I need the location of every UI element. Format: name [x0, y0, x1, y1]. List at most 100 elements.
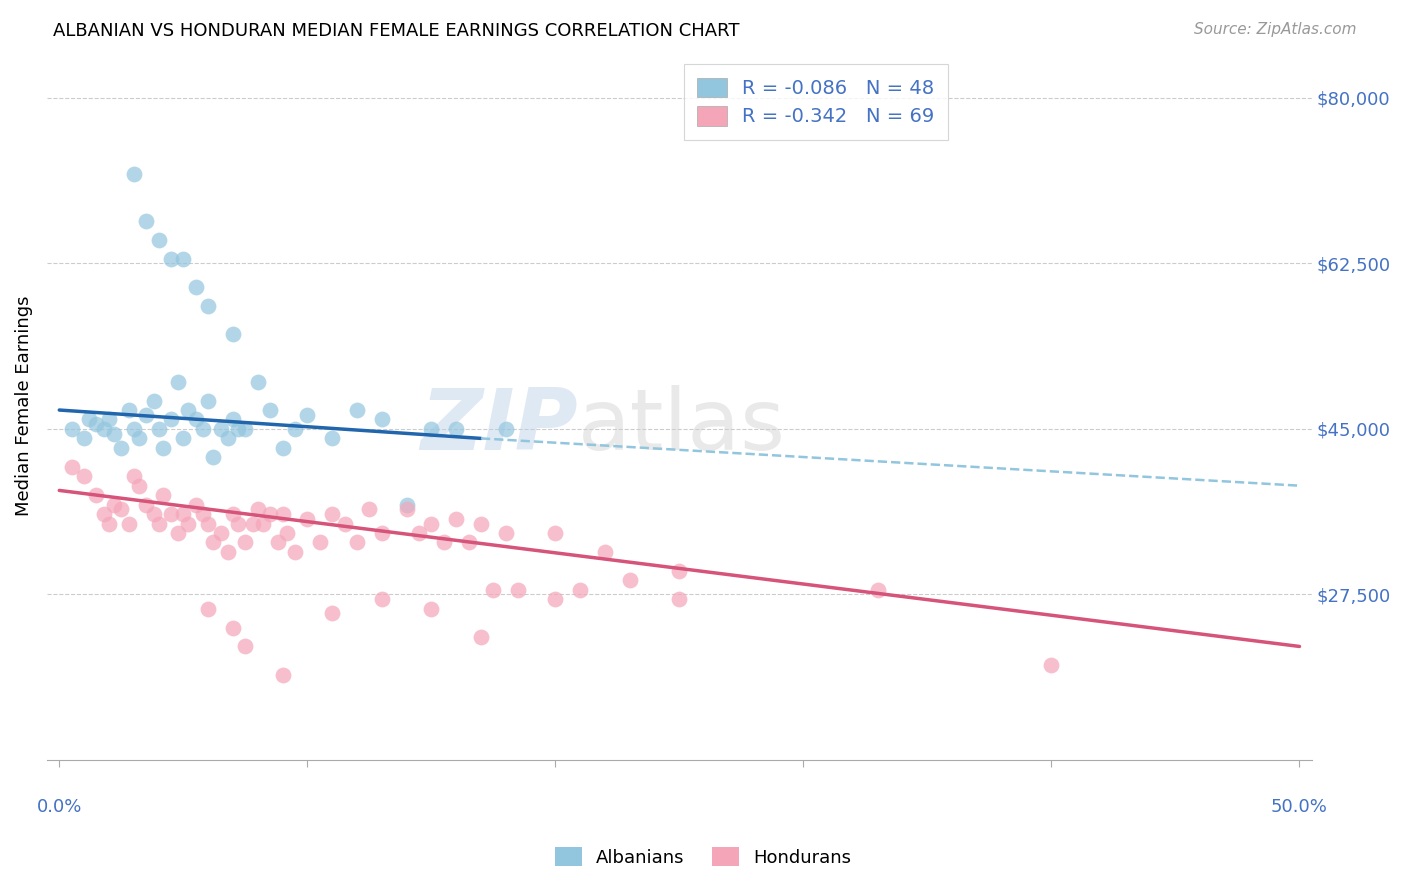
Point — [202, 535, 225, 549]
Point — [495, 422, 517, 436]
Point — [226, 516, 249, 531]
Point — [308, 535, 330, 549]
Point — [135, 408, 157, 422]
Point — [246, 375, 269, 389]
Point — [569, 582, 592, 597]
Point — [371, 592, 394, 607]
Text: Source: ZipAtlas.com: Source: ZipAtlas.com — [1194, 22, 1357, 37]
Point — [152, 488, 174, 502]
Point — [544, 525, 567, 540]
Text: atlas: atlas — [578, 385, 786, 468]
Point — [668, 564, 690, 578]
Point — [172, 507, 194, 521]
Point — [242, 516, 264, 531]
Point — [433, 535, 456, 549]
Point — [233, 640, 256, 654]
Point — [470, 630, 492, 644]
Point — [118, 403, 141, 417]
Point — [271, 668, 294, 682]
Point — [271, 441, 294, 455]
Point — [135, 498, 157, 512]
Legend: Albanians, Hondurans: Albanians, Hondurans — [547, 840, 859, 874]
Point — [470, 516, 492, 531]
Point — [197, 601, 219, 615]
Point — [122, 469, 145, 483]
Point — [222, 621, 245, 635]
Point — [359, 502, 381, 516]
Point — [222, 507, 245, 521]
Point — [346, 535, 368, 549]
Point — [321, 431, 343, 445]
Text: 0.0%: 0.0% — [37, 797, 82, 816]
Y-axis label: Median Female Earnings: Median Female Earnings — [15, 295, 32, 516]
Point — [420, 516, 443, 531]
Point — [371, 412, 394, 426]
Point — [148, 233, 170, 247]
Point — [209, 422, 232, 436]
Point — [197, 393, 219, 408]
Point — [217, 545, 239, 559]
Point — [191, 422, 214, 436]
Point — [160, 412, 183, 426]
Point — [266, 535, 288, 549]
Point — [103, 498, 125, 512]
Point — [420, 422, 443, 436]
Point — [420, 601, 443, 615]
Point — [148, 422, 170, 436]
Point — [508, 582, 530, 597]
Point — [209, 525, 232, 540]
Point — [217, 431, 239, 445]
Point — [177, 516, 200, 531]
Point — [167, 375, 190, 389]
Point — [160, 507, 183, 521]
Point — [167, 525, 190, 540]
Point — [60, 422, 83, 436]
Point — [226, 422, 249, 436]
Point — [128, 431, 150, 445]
Point — [202, 450, 225, 465]
Point — [86, 488, 108, 502]
Point — [197, 516, 219, 531]
Point — [395, 502, 418, 516]
Point — [142, 507, 165, 521]
Text: ALBANIAN VS HONDURAN MEDIAN FEMALE EARNINGS CORRELATION CHART: ALBANIAN VS HONDURAN MEDIAN FEMALE EARNI… — [53, 22, 740, 40]
Point — [93, 507, 115, 521]
Point — [222, 327, 245, 342]
Point — [321, 607, 343, 621]
Point — [184, 412, 207, 426]
Point — [135, 214, 157, 228]
Point — [593, 545, 616, 559]
Point — [177, 403, 200, 417]
Text: 50.0%: 50.0% — [1271, 797, 1327, 816]
Point — [86, 417, 108, 432]
Point — [233, 422, 256, 436]
Legend: R = -0.086   N = 48, R = -0.342   N = 69: R = -0.086 N = 48, R = -0.342 N = 69 — [683, 64, 948, 140]
Point — [152, 441, 174, 455]
Text: ZIP: ZIP — [420, 385, 578, 468]
Point — [110, 502, 132, 516]
Point — [371, 525, 394, 540]
Point — [73, 431, 96, 445]
Point — [128, 478, 150, 492]
Point — [184, 280, 207, 294]
Point — [118, 516, 141, 531]
Point — [103, 426, 125, 441]
Point — [544, 592, 567, 607]
Point — [482, 582, 505, 597]
Point — [259, 507, 281, 521]
Point — [1040, 658, 1063, 673]
Point — [297, 408, 319, 422]
Point — [457, 535, 479, 549]
Point — [444, 422, 467, 436]
Point — [276, 525, 298, 540]
Point — [97, 516, 120, 531]
Point — [866, 582, 889, 597]
Point — [321, 507, 343, 521]
Point — [284, 422, 307, 436]
Point — [495, 525, 517, 540]
Point — [222, 412, 245, 426]
Point — [259, 403, 281, 417]
Point — [184, 498, 207, 512]
Point — [191, 507, 214, 521]
Point — [93, 422, 115, 436]
